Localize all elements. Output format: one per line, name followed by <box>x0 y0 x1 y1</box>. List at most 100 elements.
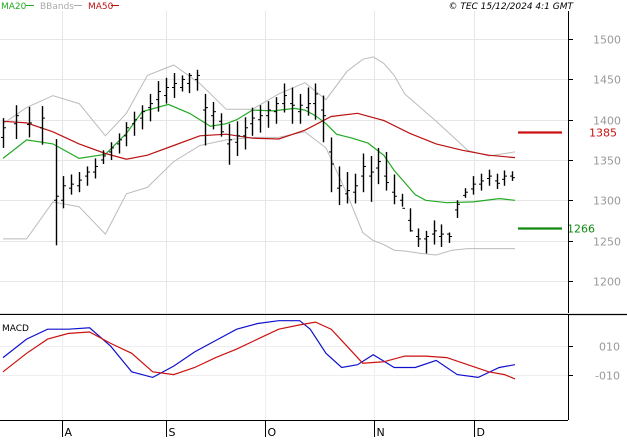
ohlc-bar <box>487 169 492 186</box>
ohlc-bar <box>93 158 98 179</box>
ohlc-bar <box>447 232 452 243</box>
macd-tick-label: 010 <box>599 341 620 354</box>
ohlc-bar <box>124 122 129 147</box>
ohlc-bar <box>337 166 342 206</box>
price-tick-label: 1250 <box>593 236 621 249</box>
x-tick-label: D <box>477 426 485 439</box>
ohlc-bar <box>439 224 444 247</box>
ohlc-bar <box>455 200 460 218</box>
macd-grid <box>0 315 568 420</box>
ohlc-bar <box>132 111 137 136</box>
price-tick-label: 1300 <box>593 195 621 208</box>
ohlc-bar <box>400 193 405 209</box>
signal-line <box>2 321 516 380</box>
ohlc-bar <box>61 176 66 209</box>
ohlc-bar <box>369 155 374 202</box>
ohlc-bar <box>54 139 59 246</box>
ohlc-bar <box>510 171 515 181</box>
macd-axis: 010 -010 <box>568 341 620 383</box>
ma20-line <box>2 103 516 204</box>
ohlc-bar <box>345 172 350 204</box>
macd-line <box>2 320 516 379</box>
ohlc-bar <box>203 93 208 146</box>
ohlc-bar <box>109 142 114 160</box>
ohlc-bars <box>1 69 515 254</box>
legend: MA20 BBands MA50 © TEC 15/12/2024 4:1 GM… <box>1 2 574 12</box>
price-tick-label: 1350 <box>593 155 621 168</box>
price-panel-background <box>0 11 568 313</box>
macd-lines <box>2 320 516 380</box>
price-tick-label: 1500 <box>593 34 621 47</box>
bollinger-lower-line <box>3 131 515 256</box>
ohlc-bar <box>463 188 468 198</box>
ohlc-bar <box>156 81 161 112</box>
ohlc-bar <box>27 106 32 138</box>
ohlc-bar <box>408 208 413 232</box>
ohlc-bar <box>361 153 366 193</box>
x-tick-label: A <box>65 426 73 439</box>
ohlc-bar <box>69 174 74 195</box>
ohlc-bar <box>187 73 192 94</box>
ohlc-bar <box>1 118 6 148</box>
macd-panel-background <box>0 315 568 420</box>
copyright-label: © TEC 15/12/2024 4:1 GMT <box>448 2 574 12</box>
ohlc-bar <box>384 151 389 191</box>
ohlc-bar <box>416 228 421 247</box>
ohlc-bar <box>195 69 200 91</box>
ohlc-bar <box>227 123 232 165</box>
x-tick-label: O <box>268 426 277 439</box>
ohlc-bar <box>211 102 216 130</box>
legend-ma20: MA20 <box>1 2 27 12</box>
ohlc-bar <box>250 107 255 136</box>
ohlc-bar <box>502 170 507 186</box>
ohlc-bar <box>266 101 271 128</box>
annotation-label: 1266 <box>567 223 595 236</box>
macd-panel: MACD 010 -010 <box>0 315 620 420</box>
ohlc-bar <box>376 147 381 185</box>
ohlc-bar <box>77 172 82 193</box>
price-panel: 1385 1266 1200 1250 1300 1350 1400 1450 1500 <box>0 11 621 313</box>
ohlc-bar <box>164 77 169 104</box>
ohlc-bar <box>321 95 326 143</box>
ohlc-bar <box>471 176 476 195</box>
legend-bbands: BBands <box>40 2 74 12</box>
x-tick-label: S <box>169 426 176 439</box>
price-tick-label: 1450 <box>593 74 621 87</box>
ohlc-bar <box>172 73 177 98</box>
ohlc-bar <box>424 230 429 254</box>
ohlc-bar <box>40 106 45 145</box>
macd-tick-label: -010 <box>595 370 620 383</box>
ohlc-bar <box>290 87 295 124</box>
ohlc-bar <box>258 105 263 133</box>
ohlc-bar <box>140 105 145 130</box>
price-grid <box>0 11 568 313</box>
legend-ma50: MA50 <box>88 2 114 12</box>
ohlc-bar <box>101 150 106 165</box>
ohlc-bar <box>353 173 358 204</box>
ohlc-bar <box>282 83 287 113</box>
ohlc-bar <box>14 105 19 140</box>
ohlc-bar <box>117 133 122 154</box>
ohlc-bar <box>274 97 279 124</box>
ohlc-bar <box>298 93 303 124</box>
ohlc-bar <box>392 174 397 205</box>
price-axis: 1200 1250 1300 1350 1400 1450 1500 <box>568 34 621 289</box>
annotation-label: 1385 <box>589 127 617 140</box>
ma50-line <box>2 112 516 160</box>
macd-title: MACD <box>2 324 29 334</box>
ohlc-bar <box>243 117 248 150</box>
ohlc-bar <box>180 75 185 92</box>
ohlc-bar <box>329 137 334 193</box>
ohlc-bar <box>306 87 311 116</box>
ohlc-bar <box>235 121 240 156</box>
ohlc-bar <box>85 166 90 186</box>
price-tick-label: 1200 <box>593 276 621 289</box>
price-tick-label: 1400 <box>593 115 621 128</box>
moving-averages <box>2 103 516 204</box>
x-tick-label: N <box>377 426 385 439</box>
ohlc-bar <box>148 93 153 122</box>
ohlc-bar <box>313 83 318 120</box>
